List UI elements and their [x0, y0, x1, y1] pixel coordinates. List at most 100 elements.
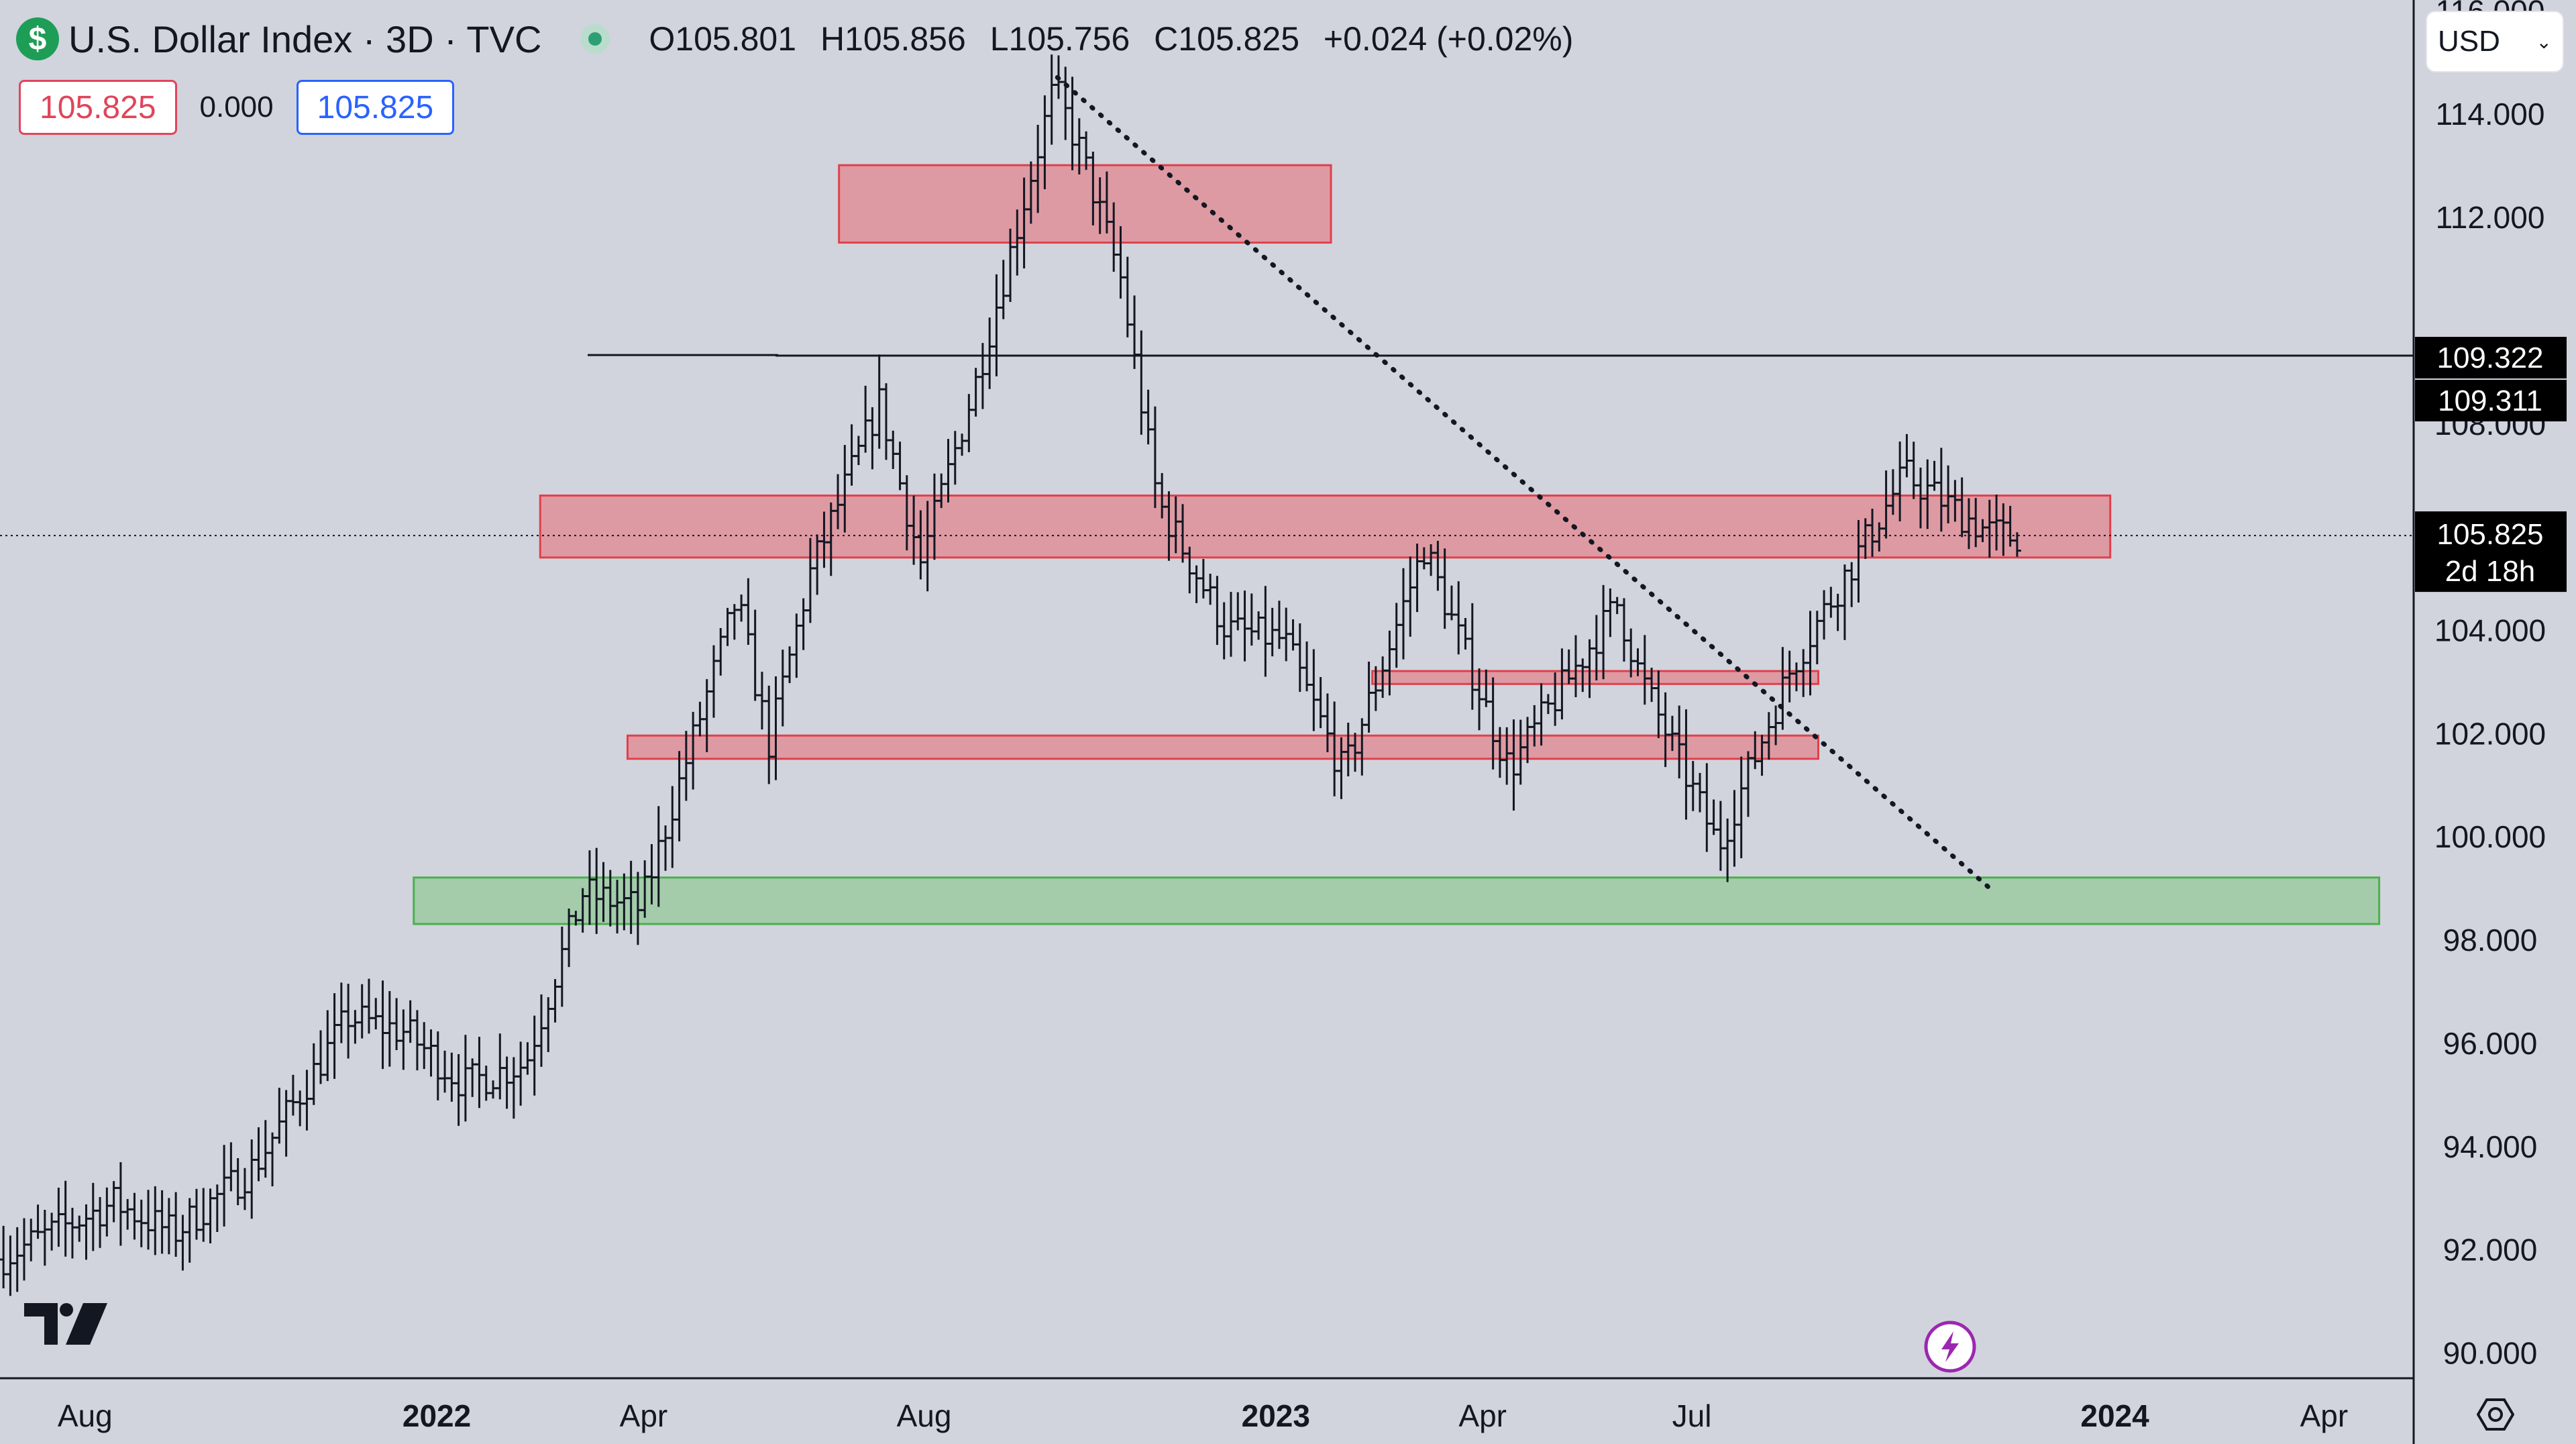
ohlc-bar — [557, 927, 566, 1007]
ohlc-bar — [344, 984, 353, 1059]
ohlc-bar — [737, 595, 746, 622]
ohlc-bar — [261, 1120, 270, 1178]
ohlc-bar — [178, 1215, 187, 1271]
ohlc-bar — [427, 1029, 435, 1077]
ohlc-bar — [392, 998, 401, 1051]
ohlc-bar — [227, 1142, 235, 1192]
x-tick-label: Aug — [58, 1398, 113, 1433]
ohlc-bar — [151, 1186, 160, 1255]
settings-gear-icon[interactable] — [2477, 1396, 2514, 1433]
ohlc-bar — [1220, 602, 1228, 660]
ohlc-bar — [847, 424, 856, 486]
ohlc-bar — [971, 368, 980, 417]
ohlc-bar — [551, 979, 559, 1023]
ohlc-bar — [296, 1090, 305, 1127]
ohlc-bar — [240, 1168, 249, 1210]
ohlc-bar — [868, 407, 877, 470]
ohlc-bar — [61, 1180, 70, 1257]
tradingview-logo-icon[interactable] — [24, 1300, 109, 1349]
x-tick-label: Aug — [897, 1398, 952, 1433]
ohlc-bar — [1303, 641, 1311, 692]
low-value: L105.756 — [989, 20, 1130, 58]
ohlc-bar — [951, 431, 959, 485]
ohlc-bar — [82, 1204, 91, 1260]
y-tick-label: 94.000 — [2443, 1129, 2538, 1164]
ohlc-bar — [1640, 635, 1649, 705]
ohlc-values: O105.801 H105.856 L105.756 C105.825 +0.0… — [649, 19, 1588, 58]
chart-legend: $ U.S. Dollar Index · 3D · TVC O105.801 … — [16, 12, 1588, 66]
price-labels-layer: 109.322 109.311 105.825 2d 18h — [2415, 337, 2567, 592]
ohlc-bar — [54, 1188, 63, 1247]
y-tick-label: 98.000 — [2443, 923, 2538, 958]
ohlc-bar — [1696, 772, 1705, 813]
ohlc-bar — [1082, 131, 1091, 170]
ohlc-bar — [675, 751, 684, 841]
ohlc-bar — [792, 613, 801, 678]
ohlc-bar — [2012, 532, 2021, 557]
ohlc-bar — [716, 627, 725, 676]
y-tick-label: 114.000 — [2436, 97, 2545, 132]
dollar-symbol-icon: $ — [16, 17, 59, 60]
ohlc-bar — [517, 1041, 525, 1106]
ohlc-bar — [1827, 586, 1835, 618]
ohlc-bar — [1123, 256, 1132, 338]
ohlc-bar — [96, 1196, 105, 1248]
ohlc-bar — [185, 1198, 194, 1263]
ohlc-bar — [1144, 389, 1152, 445]
ohlc-bar — [116, 1162, 125, 1246]
ohlc-bar — [1268, 607, 1277, 657]
ohlc-bar — [530, 1015, 539, 1096]
x-tick-label: 2023 — [1242, 1398, 1310, 1433]
ohlc-bar — [786, 646, 794, 683]
ohlc-bar — [385, 991, 394, 1067]
ohlc-bar — [496, 1033, 504, 1100]
ohlc-bar — [420, 1022, 429, 1070]
ohlc-bar — [1275, 601, 1283, 650]
ohlc-bar — [1261, 586, 1270, 677]
ohlc-bar — [723, 607, 732, 646]
x-tick-label: 2022 — [402, 1398, 471, 1433]
ohlc-bar — [27, 1219, 36, 1261]
ohlc-bar — [1199, 559, 1208, 599]
ohlc-bar — [0, 1225, 8, 1289]
ohlc-bar — [1150, 406, 1159, 509]
ohlc-bar — [172, 1192, 180, 1257]
ohlc-bar — [1682, 709, 1690, 820]
ohlc-bar — [1833, 593, 1842, 631]
symbol-title[interactable]: U.S. Dollar Index · 3D · TVC — [68, 17, 542, 60]
ohlc-bar — [1461, 618, 1470, 650]
ohlc-bar — [1847, 562, 1856, 607]
ohlc-bar — [406, 1000, 415, 1043]
ohlc-bar — [282, 1090, 290, 1157]
ohlc-bar — [1599, 584, 1608, 680]
ohlc-bar — [1454, 581, 1463, 655]
ohlc-bar — [1509, 719, 1518, 811]
market-status-dot-icon[interactable] — [580, 24, 610, 54]
ohlc-bar — [523, 1042, 532, 1075]
ohlc-bar — [999, 260, 1008, 319]
ohlc-bar — [475, 1037, 484, 1108]
ohlc-bar — [454, 1053, 463, 1126]
ohlc-bar — [1544, 694, 1552, 715]
ohlc-bar — [1737, 756, 1746, 858]
ohlc-bar — [965, 394, 973, 452]
resistance-zone — [838, 164, 1332, 244]
ohlc-bar — [1930, 460, 1939, 491]
buy-button[interactable]: 105.825 — [296, 80, 455, 135]
ohlc-bar — [992, 274, 1001, 376]
ohlc-bar — [1688, 761, 1697, 811]
ohlc-bar — [696, 701, 704, 737]
ohlc-bar — [137, 1199, 146, 1247]
ohlc-bar — [1406, 556, 1415, 637]
ohlc-bar — [364, 978, 373, 1034]
currency-value: USD — [2438, 25, 2500, 58]
flash-icon[interactable] — [1923, 1319, 1978, 1374]
ohlc-bar — [889, 430, 898, 469]
sell-button[interactable]: 105.825 — [19, 80, 177, 135]
support-zone — [413, 876, 2381, 925]
ohlc-bar — [358, 984, 366, 1039]
x-tick-label: Apr — [620, 1398, 668, 1433]
currency-select[interactable]: USD ⌄ — [2426, 11, 2564, 72]
level-label-box — [2415, 380, 2567, 421]
